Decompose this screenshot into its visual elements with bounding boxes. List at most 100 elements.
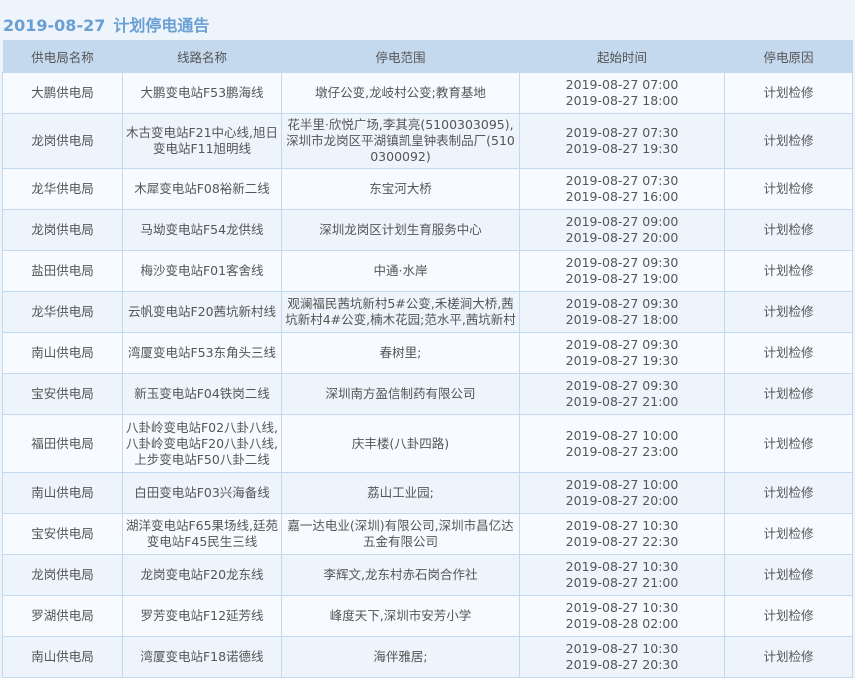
column-header-reason: 停电原因 — [724, 40, 853, 73]
bureau-cell: 宝安供电局 — [2, 513, 123, 555]
table-row: 龙岗供电局 龙岗变电站F20龙东线 李辉文,龙东村赤石岗合作社 2019-08-27 … — [2, 554, 853, 596]
time-cell: 2019-08-27 10:30 2019-08-27 20:30 — [519, 636, 725, 678]
bureau-cell: 罗湖供电局 — [2, 595, 123, 637]
line-cell: 八卦岭变电站F02八卦八线,八卦岭变电站F20八卦八线,上步变电站F50八卦二线 — [122, 414, 282, 473]
bureau-cell: 宝安供电局 — [2, 373, 123, 415]
end-time: 2019-08-27 20:30 — [565, 657, 679, 672]
start-time: 2019-08-27 07:30 — [565, 173, 679, 188]
end-time: 2019-08-28 02:00 — [565, 616, 679, 631]
table-row: 南山供电局 湾厦变电站F53东角头三线 春树里; 2019-08-27 09:30 20… — [2, 332, 853, 374]
column-header-time: 起始时间 — [519, 40, 725, 73]
scope-cell: 庆丰楼(八卦四路) — [281, 414, 520, 473]
reason-cell: 计划检修 — [724, 595, 853, 637]
column-header-bureau: 供电局名称 — [2, 40, 123, 73]
time-cell: 2019-08-27 07:30 2019-08-27 19:30 — [519, 113, 725, 169]
start-time: 2019-08-27 10:30 — [565, 518, 679, 533]
time-cell: 2019-08-27 10:30 2019-08-27 21:00 — [519, 554, 725, 596]
table-row: 南山供电局 湾厦变电站F18诺德线 海伴雅居; 2019-08-27 10:30 201… — [2, 636, 853, 678]
reason-cell: 计划检修 — [724, 168, 853, 210]
line-cell: 湖洋变电站F65果场线,廷苑变电站F45民生三线 — [122, 513, 282, 555]
scope-cell: 春树里; — [281, 332, 520, 374]
table-row: 宝安供电局 新玉变电站F04铁岗二线 深圳南方盈信制药有限公司 2019-08-27 … — [2, 373, 853, 415]
reason-cell: 计划检修 — [724, 332, 853, 374]
notice-date: 2019-08-27 — [3, 16, 106, 35]
time-cell: 2019-08-27 09:30 2019-08-27 18:00 — [519, 291, 725, 333]
reason-cell: 计划检修 — [724, 554, 853, 596]
column-header-scope: 停电范围 — [281, 40, 520, 73]
bureau-cell: 龙华供电局 — [2, 291, 123, 333]
end-time: 2019-08-27 19:00 — [565, 271, 679, 286]
bureau-cell: 龙岗供电局 — [2, 209, 123, 251]
line-cell: 新玉变电站F04铁岗二线 — [122, 373, 282, 415]
start-time: 2019-08-27 09:30 — [565, 296, 679, 311]
end-time: 2019-08-27 21:00 — [565, 394, 679, 409]
time-cell: 2019-08-27 09:00 2019-08-27 20:00 — [519, 209, 725, 251]
table-row: 福田供电局 八卦岭变电站F02八卦八线,八卦岭变电站F20八卦八线,上步变电站F5… — [2, 414, 853, 473]
table-row: 龙华供电局 云帆变电站F20茜坑新村线 观澜福民茜坑新村5#公变,禾槎涧大桥,茜坑新… — [2, 291, 853, 333]
scope-cell: 墩仔公变,龙岐村公变;教育基地 — [281, 72, 520, 114]
line-cell: 龙岗变电站F20龙东线 — [122, 554, 282, 596]
table-row: 罗湖供电局 罗芳变电站F12延芳线 峰度天下,深圳市安芳小学 2019-08-27 1… — [2, 595, 853, 637]
start-time: 2019-08-27 10:00 — [565, 427, 679, 443]
outage-table: 供电局名称 线路名称 停电范围 起始时间 停电原因 大鹏供电局 大鹏变电站F53鹏… — [2, 40, 853, 678]
start-time: 2019-08-27 10:00 — [565, 477, 679, 492]
end-time: 2019-08-27 21:00 — [565, 575, 679, 590]
start-time: 2019-08-27 09:30 — [565, 337, 679, 352]
start-time: 2019-08-27 07:30 — [565, 125, 679, 140]
line-cell: 罗芳变电站F12延芳线 — [122, 595, 282, 637]
end-time: 2019-08-27 20:00 — [565, 493, 679, 508]
time-cell: 2019-08-27 10:30 2019-08-28 02:00 — [519, 595, 725, 637]
start-time: 2019-08-27 09:30 — [565, 378, 679, 393]
reason-cell: 计划检修 — [724, 472, 853, 514]
scope-cell: 观澜福民茜坑新村5#公变,禾槎涧大桥,茜坑新村4#公变,楠木花园;范水平,茜坑新… — [281, 291, 520, 333]
notice-title: 计划停电通告 — [113, 16, 210, 35]
line-cell: 白田变电站F03兴海备线 — [122, 472, 282, 514]
time-cell: 2019-08-27 07:30 2019-08-27 16:00 — [519, 168, 725, 210]
table-header: 供电局名称 线路名称 停电范围 起始时间 停电原因 — [2, 40, 853, 73]
time-cell: 2019-08-27 10:30 2019-08-27 22:30 — [519, 513, 725, 555]
scope-cell: 嘉一达电业(深圳)有限公司,深圳市昌亿达五金有限公司 — [281, 513, 520, 555]
line-cell: 马坳变电站F54龙供线 — [122, 209, 282, 251]
start-time: 2019-08-27 09:00 — [565, 214, 679, 229]
bureau-cell: 福田供电局 — [2, 414, 123, 473]
scope-cell: 东宝河大桥 — [281, 168, 520, 210]
reason-cell: 计划检修 — [724, 250, 853, 292]
line-cell: 湾厦变电站F18诺德线 — [122, 636, 282, 678]
time-cell: 2019-08-27 10:00 2019-08-27 20:00 — [519, 472, 725, 514]
reason-cell: 计划检修 — [724, 636, 853, 678]
bureau-cell: 龙华供电局 — [2, 168, 123, 210]
scope-cell: 李辉文,龙东村赤石岗合作社 — [281, 554, 520, 596]
bureau-cell: 盐田供电局 — [2, 250, 123, 292]
end-time: 2019-08-27 23:00 — [565, 443, 679, 459]
bureau-cell: 大鹏供电局 — [2, 72, 123, 114]
scope-cell: 花半里·欣悦广场,李其亮(5100303095),深圳市龙岗区平湖镇凯皇钟表制品… — [281, 113, 520, 169]
bureau-cell: 龙岗供电局 — [2, 554, 123, 596]
time-cell: 2019-08-27 10:00 2019-08-27 23:00 — [519, 414, 725, 473]
start-time: 2019-08-27 07:00 — [565, 77, 679, 92]
end-time: 2019-08-27 19:30 — [565, 141, 679, 156]
line-cell: 湾厦变电站F53东角头三线 — [122, 332, 282, 374]
end-time: 2019-08-27 19:30 — [565, 353, 679, 368]
table-row: 龙华供电局 木犀变电站F08裕新二线 东宝河大桥 2019-08-27 07:30 20… — [2, 168, 853, 210]
line-cell: 木犀变电站F08裕新二线 — [122, 168, 282, 210]
bureau-cell: 南山供电局 — [2, 636, 123, 678]
table-row: 南山供电局 白田变电站F03兴海备线 荔山工业园; 2019-08-27 10:00 2… — [2, 472, 853, 514]
time-cell: 2019-08-27 09:30 2019-08-27 21:00 — [519, 373, 725, 415]
bureau-cell: 南山供电局 — [2, 332, 123, 374]
end-time: 2019-08-27 20:00 — [565, 230, 679, 245]
end-time: 2019-08-27 18:00 — [565, 312, 679, 327]
scope-cell: 深圳南方盈信制药有限公司 — [281, 373, 520, 415]
table-row: 宝安供电局 湖洋变电站F65果场线,廷苑变电站F45民生三线 嘉一达电业(深圳)有限… — [2, 513, 853, 555]
line-cell: 云帆变电站F20茜坑新村线 — [122, 291, 282, 333]
time-cell: 2019-08-27 09:30 2019-08-27 19:00 — [519, 250, 725, 292]
reason-cell: 计划检修 — [724, 291, 853, 333]
line-cell: 大鹏变电站F53鹏海线 — [122, 72, 282, 114]
bureau-cell: 南山供电局 — [2, 472, 123, 514]
reason-cell: 计划检修 — [724, 113, 853, 169]
scope-cell: 荔山工业园; — [281, 472, 520, 514]
reason-cell: 计划检修 — [724, 373, 853, 415]
scope-cell: 海伴雅居; — [281, 636, 520, 678]
start-time: 2019-08-27 10:30 — [565, 641, 679, 656]
end-time: 2019-08-27 16:00 — [565, 189, 679, 204]
time-cell: 2019-08-27 09:30 2019-08-27 19:30 — [519, 332, 725, 374]
